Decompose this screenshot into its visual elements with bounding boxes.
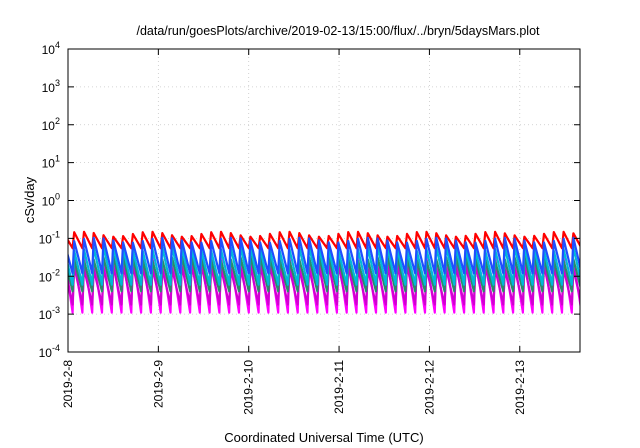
y-axis: 104 103 102 101 100 10-1 10-2 10-3 10-4 bbox=[39, 40, 580, 360]
data-series bbox=[68, 230, 580, 314]
x-axis-label: Coordinated Universal Time (UTC) bbox=[224, 430, 423, 445]
y-tick-label: 10-4 bbox=[39, 343, 60, 360]
y-tick-label: 100 bbox=[42, 192, 60, 209]
x-tick-label: 2019-2-13 bbox=[513, 360, 527, 415]
y-tick-label: 10-1 bbox=[39, 229, 60, 246]
x-axis: 2019-2-8 2019-2-9 2019-2-10 2019-2-11 2019-2… bbox=[61, 49, 527, 415]
x-tick-label: 2019-2-9 bbox=[151, 360, 165, 408]
x-tick-label: 2019-2-11 bbox=[332, 360, 346, 414]
x-tick-label: 2019-2-10 bbox=[242, 360, 256, 415]
y-tick-label: 10-3 bbox=[39, 305, 60, 322]
y-tick-label: 101 bbox=[42, 154, 60, 171]
x-tick-label: 2019-2-8 bbox=[61, 360, 75, 408]
chart-title: /data/run/goesPlots/archive/2019-02-13/1… bbox=[136, 24, 540, 38]
y-tick-label: 10-2 bbox=[39, 267, 60, 284]
series-line bbox=[68, 236, 580, 275]
y-tick-label: 104 bbox=[42, 40, 60, 57]
y-axis-label: cSv/day bbox=[22, 176, 37, 223]
y-tick-label: 103 bbox=[42, 78, 60, 95]
x-tick-label: 2019-2-12 bbox=[422, 360, 436, 415]
y-tick-label: 102 bbox=[42, 116, 60, 133]
